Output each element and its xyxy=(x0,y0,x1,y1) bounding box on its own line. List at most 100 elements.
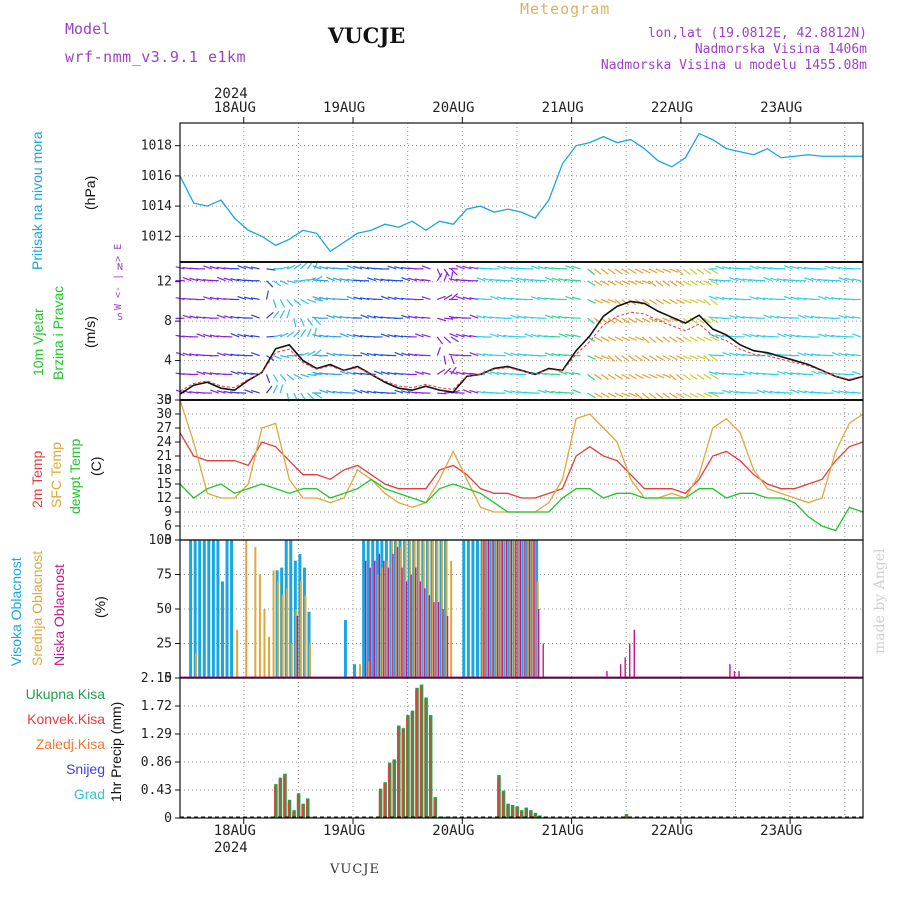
wind-arrow xyxy=(756,296,766,301)
low-cloud-bar xyxy=(433,602,435,678)
wind-arrow xyxy=(314,298,324,302)
wind-arrow xyxy=(614,317,623,324)
top-day-label: 18AUG xyxy=(213,100,256,116)
mid-cloud-bar xyxy=(431,540,434,678)
wind-arrow xyxy=(648,268,658,274)
wind-arrow xyxy=(469,389,479,394)
low-cloud-bar xyxy=(542,643,544,678)
wind-arrow xyxy=(708,295,718,301)
wind-arrow xyxy=(367,314,376,319)
high-cloud-bar xyxy=(211,540,215,678)
wind-arrow xyxy=(669,355,678,361)
wind-arrow xyxy=(593,268,602,275)
wind-arrow xyxy=(641,355,651,361)
wind-arrow xyxy=(286,309,291,319)
conv-precip-bar xyxy=(501,792,504,818)
wind-arrow xyxy=(436,268,442,278)
wind-arrow xyxy=(838,352,848,357)
high-cloud-bar xyxy=(189,540,193,678)
wind-arrow xyxy=(682,317,691,325)
mid-cloud-bar xyxy=(422,540,425,678)
wind-arrow xyxy=(749,371,759,375)
wind-arrow xyxy=(641,317,651,323)
conv-precip-bar xyxy=(287,801,290,818)
wind-arrow xyxy=(237,371,247,375)
mid-cloud-bar xyxy=(277,581,280,678)
wind-arrow xyxy=(641,298,650,305)
mid-cloud-bar xyxy=(527,540,530,678)
low-cloud-bar xyxy=(401,567,403,678)
wind-arrow xyxy=(565,333,575,338)
wind-arrow xyxy=(648,373,658,379)
high-cloud-bar xyxy=(202,540,206,678)
wind-arrow xyxy=(455,371,465,375)
conv-precip-bar xyxy=(510,806,513,818)
wind-arrow xyxy=(293,318,297,328)
low-cloud-bar xyxy=(510,540,513,678)
wind-arrow xyxy=(469,314,479,319)
low-cloud-bar xyxy=(410,574,412,678)
wind-arrow xyxy=(407,315,417,319)
wind-arrow xyxy=(669,298,678,305)
altitude-label: Nadmorska Visina 1406m xyxy=(694,42,867,57)
low-cloud-bar xyxy=(483,540,485,678)
wind-arrow xyxy=(682,355,692,360)
wind-arrow xyxy=(339,315,349,319)
wind-arrow xyxy=(380,371,390,375)
mid-cloud-bar xyxy=(509,540,512,678)
wind-arrow xyxy=(510,314,520,319)
mid-cloud-bar xyxy=(400,546,403,678)
wind-arrow xyxy=(817,371,827,375)
y-tick-label: 0 xyxy=(164,393,172,408)
wind-arrow xyxy=(676,355,685,360)
wind-arrow xyxy=(250,297,260,301)
wind-speed-line xyxy=(179,300,864,395)
wind-arrow xyxy=(436,347,441,356)
wind-arrow xyxy=(696,268,705,275)
wind-arrow xyxy=(496,371,506,375)
low-cloud-bar xyxy=(364,560,367,678)
wind-arrow xyxy=(628,373,637,380)
footer-station: VUCJE xyxy=(330,862,380,877)
wind-arrow xyxy=(655,392,664,399)
wind-arrow xyxy=(244,389,254,394)
top-day-label: 23AUG xyxy=(760,100,803,116)
wind-arrow xyxy=(443,268,450,277)
conv-precip-bar xyxy=(301,805,304,818)
wind-arrow xyxy=(353,334,363,338)
top-day-label: 20AUG xyxy=(432,100,475,116)
wind-arrow xyxy=(756,334,766,338)
wind-arrow xyxy=(607,373,616,380)
wind-arrow xyxy=(696,317,705,324)
wind-arrow xyxy=(421,333,431,338)
wind-arrow xyxy=(817,333,827,338)
wind-arrow xyxy=(319,389,329,394)
high-cloud-bar xyxy=(353,664,357,678)
wind-arrow xyxy=(272,310,280,319)
high-cloud-bar xyxy=(225,540,229,678)
wind-arrow xyxy=(196,370,206,375)
wind-arrow xyxy=(607,392,617,398)
wind-arrow xyxy=(300,352,310,357)
wind-arrow xyxy=(749,296,759,301)
wind-arrow xyxy=(648,280,657,287)
mid-cloud-bar xyxy=(290,643,293,678)
wind-arrow xyxy=(312,371,322,375)
conv-precip-bar xyxy=(383,784,385,818)
y-tick-label: 8 xyxy=(164,314,172,329)
wind-arrow xyxy=(307,373,317,377)
conv-precip-bar xyxy=(415,689,417,818)
wind-arrow xyxy=(797,352,807,357)
wind-arrow xyxy=(421,265,431,270)
mid-cloud-bar xyxy=(482,540,485,678)
wind-arrow xyxy=(279,280,289,285)
wind-arrow xyxy=(571,372,581,375)
total-precip-bar xyxy=(310,816,315,818)
wind-arrow xyxy=(783,371,793,375)
wind-arrow xyxy=(496,334,506,338)
y-tick-label: 1012 xyxy=(141,229,172,244)
wind-arrow xyxy=(286,299,294,307)
wind-arrow xyxy=(607,317,616,324)
mid-cloud-bar xyxy=(359,664,362,678)
wind-arrow xyxy=(346,265,356,270)
